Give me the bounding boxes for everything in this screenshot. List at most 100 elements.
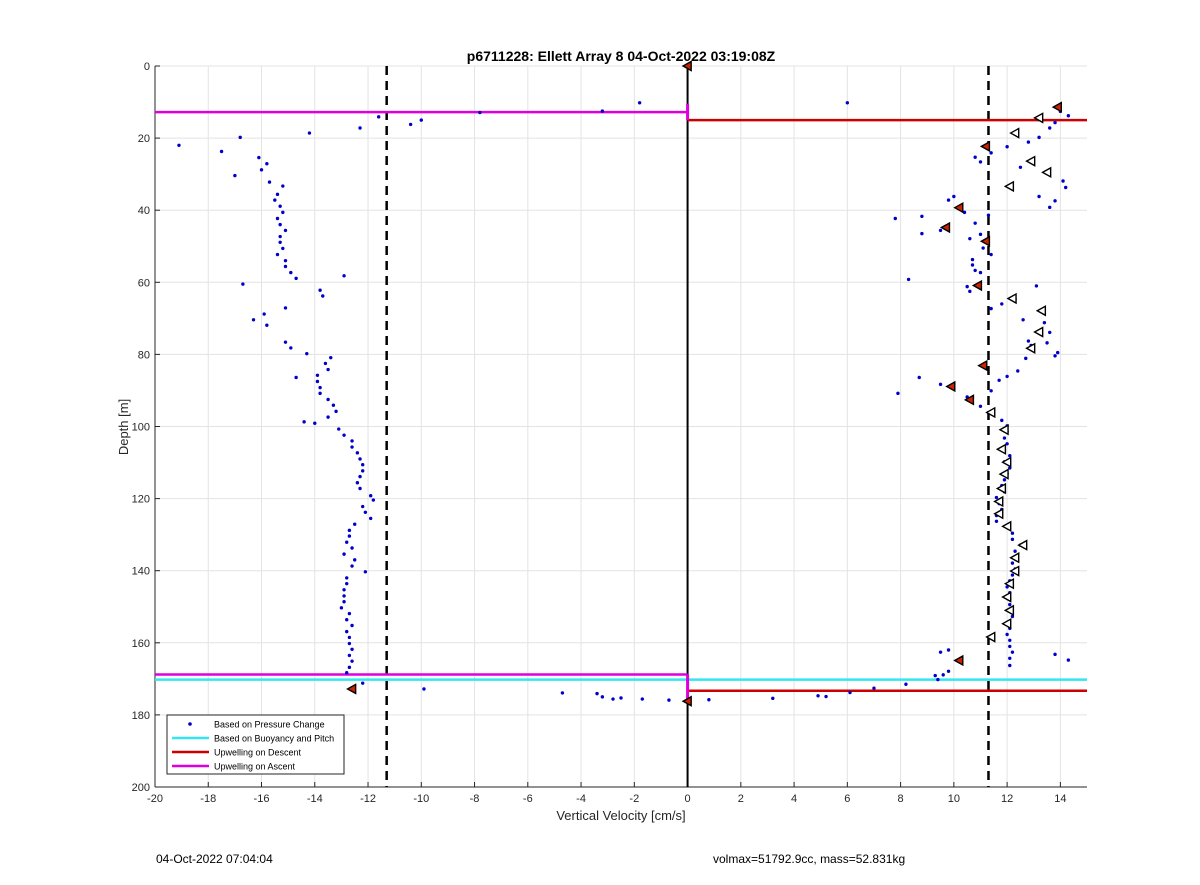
pressure-point xyxy=(917,375,921,380)
pressure-point xyxy=(361,469,365,473)
pressure-point xyxy=(941,673,945,677)
ascent-marker xyxy=(1033,112,1044,124)
pressure-point xyxy=(294,375,298,380)
ascent-marker xyxy=(995,482,1007,495)
pressure-point xyxy=(1045,341,1049,345)
pressure-point xyxy=(361,463,365,467)
pressure-point xyxy=(981,246,985,250)
pressure-point xyxy=(361,681,365,685)
ascent-marker xyxy=(1009,552,1020,564)
y-axis-label: Depth [m] xyxy=(116,399,131,455)
pressure-point xyxy=(978,232,983,237)
x-tick-label: 0 xyxy=(685,793,691,805)
pressure-point xyxy=(611,697,615,701)
pressure-point xyxy=(1048,126,1052,130)
pressure-point xyxy=(342,600,346,604)
pressure-point xyxy=(1053,652,1057,657)
ascent-marker xyxy=(1001,591,1012,603)
pressure-point xyxy=(1066,658,1071,662)
pressure-point xyxy=(342,274,346,278)
pressure-point xyxy=(368,516,373,521)
x-tick-label: -18 xyxy=(200,793,216,805)
x-tick-label: 10 xyxy=(948,793,960,805)
pressure-point xyxy=(946,198,951,202)
pressure-point xyxy=(275,216,280,221)
pressure-point xyxy=(238,135,242,140)
pressure-point xyxy=(350,564,354,568)
ascent-marker xyxy=(1006,292,1017,305)
ascent-marker xyxy=(1003,604,1015,617)
pressure-point xyxy=(1010,573,1015,577)
upwelling-lines xyxy=(155,103,1087,701)
axis-ticks: -20 -18 -16 -14 -12 -10 -8 -6 -4 -2 0 2 4 6 8 10 12 14020… xyxy=(132,61,1067,805)
pressure-point xyxy=(321,294,325,298)
pressure-point xyxy=(1021,318,1025,322)
pressure-point xyxy=(1000,418,1004,423)
pressure-point xyxy=(920,214,924,219)
pressure-point xyxy=(283,306,288,310)
pressure-point xyxy=(326,397,330,402)
pressure-point xyxy=(965,284,969,289)
pressure-point xyxy=(307,131,312,135)
pressure-point xyxy=(845,101,850,105)
pressure-point xyxy=(273,198,277,202)
pressure-point xyxy=(326,415,330,419)
pressure-point xyxy=(241,282,245,286)
pressure-point xyxy=(478,110,482,115)
pressure-point xyxy=(305,351,309,356)
pressure-point xyxy=(952,194,956,199)
pressure-point xyxy=(1005,632,1009,637)
pressure-point xyxy=(315,373,320,378)
pressure-point xyxy=(371,498,376,502)
x-tick-label: 2 xyxy=(738,793,744,805)
pressure-point xyxy=(1008,454,1012,458)
pressure-point xyxy=(323,361,328,366)
x-tick-label: 12 xyxy=(1001,793,1013,805)
pressure-point xyxy=(600,109,605,113)
x-tick-label: -6 xyxy=(523,793,533,805)
pressure-point xyxy=(707,698,711,702)
pressure-point xyxy=(1037,194,1041,199)
x-tick-label: -12 xyxy=(360,793,376,805)
pressure-point xyxy=(339,606,344,610)
pressure-point xyxy=(289,270,293,275)
pressure-point xyxy=(358,474,362,479)
descent-marker xyxy=(971,279,983,292)
pressure-point xyxy=(342,433,346,437)
pressure-point xyxy=(771,696,775,701)
y-tick-label: 120 xyxy=(132,494,150,506)
descent-marker xyxy=(939,221,951,234)
footer-timestamp: 04-Oct-2022 07:04:04 xyxy=(156,852,273,866)
ascent-marker xyxy=(998,468,1009,480)
pressure-point xyxy=(251,318,256,322)
pressure-point xyxy=(1016,369,1020,373)
legend-label: Based on Buoyancy and Pitch xyxy=(214,734,334,744)
pressure-point xyxy=(989,151,993,155)
pressure-point xyxy=(265,323,269,327)
pressure-point xyxy=(355,481,360,485)
descent-marker xyxy=(963,394,975,406)
ascent-marker xyxy=(1001,618,1012,630)
pressure-point xyxy=(177,143,181,148)
pressure-point xyxy=(347,534,352,538)
pressure-point xyxy=(278,234,282,239)
profile-markers xyxy=(346,60,1063,707)
pressure-point xyxy=(1000,302,1004,306)
pressure-point xyxy=(816,694,820,698)
pressure-point xyxy=(997,378,1001,383)
y-tick-label: 60 xyxy=(138,277,150,289)
legend-box xyxy=(166,714,345,775)
y-tick-label: 160 xyxy=(132,638,150,650)
ascent-marker xyxy=(1009,127,1020,139)
pressure-point xyxy=(337,427,341,431)
legend-label: Upwelling on Descent xyxy=(214,748,302,758)
pressure-point xyxy=(358,457,362,461)
legend: Based on Pressure Change Based on Buoyanc… xyxy=(166,714,345,775)
pressure-point xyxy=(1010,614,1015,619)
pressure-point xyxy=(281,246,285,251)
pressure-point xyxy=(345,581,349,586)
ascent-marker xyxy=(1041,166,1052,179)
pressure-point xyxy=(824,694,828,699)
y-tick-label: 20 xyxy=(138,133,150,145)
